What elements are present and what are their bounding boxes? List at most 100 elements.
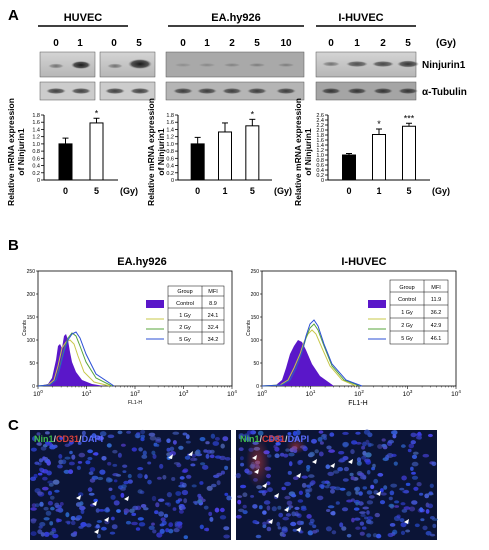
y-tick-label: 0.6: [166, 156, 174, 162]
y-tick-label: 50: [29, 361, 35, 367]
nucleus: [167, 502, 171, 507]
bar-5gy: [402, 125, 416, 181]
nucleus: [49, 521, 54, 526]
nucleus: [284, 495, 291, 500]
nucleus: [400, 502, 406, 506]
blot-tubulin-huvec-left: [39, 81, 96, 101]
nucleus: [392, 529, 398, 535]
bar-1gy: [372, 134, 386, 181]
y-tick-label: 1.8: [32, 113, 40, 119]
nucleus: [266, 505, 271, 511]
nucleus: [414, 523, 420, 528]
nucleus: [349, 472, 354, 477]
y-tick-label: 0.2: [316, 173, 324, 179]
nucleus: [318, 451, 324, 457]
nucleus: [81, 430, 86, 436]
stain-label-cd31: CD31: [262, 434, 285, 444]
nucleus: [137, 473, 143, 479]
nucleus: [131, 512, 137, 517]
nucleus: [142, 450, 147, 456]
nucleus: [338, 450, 345, 455]
nucleus: [78, 452, 86, 458]
y-tick-label: 2.2: [316, 123, 324, 129]
nucleus: [32, 436, 37, 442]
nucleus: [377, 444, 383, 449]
nucleus: [355, 526, 361, 530]
nucleus: [351, 440, 358, 445]
nucleus: [355, 431, 361, 435]
lane-label: 0: [111, 38, 117, 49]
nucleus: [151, 495, 157, 502]
nucleus: [351, 517, 355, 523]
nucleus: [147, 461, 152, 465]
nucleus: [281, 526, 288, 531]
nucleus: [271, 506, 277, 512]
nucleus: [183, 498, 188, 504]
nucleus: [138, 522, 146, 527]
nucleus: [156, 476, 162, 480]
nucleus: [425, 509, 430, 514]
nucleus: [163, 513, 169, 518]
stain-label-nin1: Nin1: [34, 434, 54, 444]
nucleus: [30, 476, 37, 481]
nucleus: [134, 433, 141, 439]
nucleus: [411, 461, 419, 467]
nucleus: [363, 429, 371, 435]
nucleus: [244, 437, 249, 441]
nucleus: [405, 529, 411, 533]
lane-label: 5: [405, 38, 411, 49]
y-tick-label: 1.0: [32, 142, 40, 148]
lane-label: 2: [380, 38, 386, 49]
nucleus: [155, 443, 160, 447]
nucleus: [38, 458, 44, 463]
y-tick-label: 1.0: [316, 153, 324, 159]
table-header-mfi: MFI: [431, 285, 441, 291]
x-tick-base: 10: [33, 391, 41, 398]
nucleus: [305, 489, 310, 495]
ylabel-line2: of Ninjurin1: [16, 128, 26, 175]
nucleus: [380, 488, 384, 493]
nucleus: [329, 432, 335, 437]
x-tick-label: 101: [306, 389, 316, 398]
nucleus: [179, 476, 185, 480]
histogram-control-fill: [38, 334, 104, 386]
nucleus: [199, 524, 204, 530]
blot-ninjurin1-huvec-left: [39, 51, 96, 78]
nucleus: [356, 460, 362, 466]
arrowhead-icon: [296, 527, 301, 532]
nucleus: [263, 500, 271, 505]
nucleus: [155, 502, 160, 508]
nucleus: [70, 516, 76, 521]
lane-label: 5: [254, 38, 260, 49]
arrowhead-icon: [376, 491, 381, 496]
nucleus: [80, 522, 87, 527]
nucleus: [181, 506, 186, 510]
nucleus: [273, 436, 279, 441]
lane-label: 1: [77, 38, 83, 49]
nucleus: [328, 449, 335, 453]
protein-tubulin: α-Tubulin: [422, 87, 467, 98]
y-tick-label: 150: [27, 315, 36, 321]
nucleus: [87, 456, 93, 461]
nucleus: [365, 452, 372, 458]
nucleus: [300, 520, 304, 525]
nucleus: [294, 513, 300, 517]
nucleus: [281, 486, 287, 491]
nucleus: [50, 495, 55, 500]
nucleus: [147, 479, 152, 485]
nucleus: [401, 509, 408, 513]
nucleus: [137, 467, 144, 471]
arrowhead-icon: [92, 501, 97, 506]
lane-label: 0: [180, 38, 186, 49]
nucleus: [355, 501, 359, 506]
nucleus: [429, 516, 435, 520]
x-tick-exponent: 2: [361, 389, 364, 394]
nucleus: [223, 534, 230, 539]
nucleus: [366, 510, 370, 515]
nucleus: [325, 526, 332, 532]
y-tick-label: 0.8: [316, 158, 324, 164]
nucleus: [87, 449, 93, 454]
nucleus: [246, 430, 254, 435]
nucleus: [59, 436, 64, 440]
nucleus: [359, 511, 366, 514]
